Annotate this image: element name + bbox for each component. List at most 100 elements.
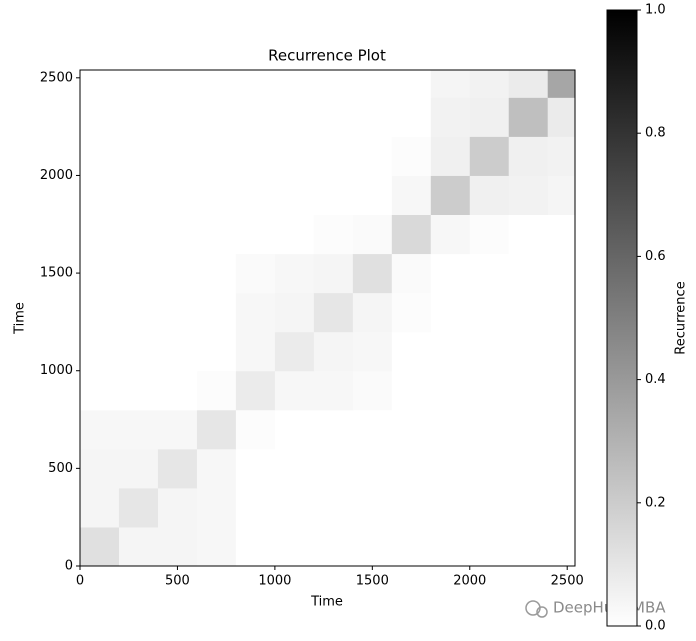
x-tick-label: 1000 [258, 574, 291, 589]
cell [469, 409, 510, 450]
cell [235, 175, 276, 216]
cell [469, 97, 510, 137]
cell [157, 292, 198, 333]
cell [80, 370, 120, 411]
cell [80, 448, 120, 489]
cell [352, 487, 393, 528]
cell [547, 136, 576, 176]
colorbar-tick-label: 0.4 [645, 372, 666, 387]
cell [391, 370, 432, 411]
cell [391, 448, 432, 489]
cell [469, 214, 510, 255]
cell [352, 292, 393, 333]
cell [235, 97, 276, 137]
cell [352, 370, 393, 411]
cell [508, 292, 549, 333]
cell [118, 214, 159, 255]
cell [80, 175, 120, 216]
cell [469, 175, 510, 216]
cell [235, 136, 276, 176]
x-tick-label: 1500 [356, 574, 389, 589]
cell [235, 214, 276, 255]
cell [430, 214, 471, 255]
cell [469, 526, 510, 567]
cell [80, 214, 120, 255]
cell [508, 331, 549, 372]
y-tick-label: 0 [65, 559, 73, 574]
cell [313, 409, 354, 450]
watermark-icon [525, 600, 548, 618]
cell [547, 253, 576, 294]
cell [352, 409, 393, 450]
cell [157, 370, 198, 411]
cell [352, 214, 393, 255]
cell [80, 70, 120, 98]
cell [196, 526, 237, 567]
cell [235, 526, 276, 567]
cell [196, 70, 237, 98]
cell [157, 409, 198, 450]
cell [235, 370, 276, 411]
cell [313, 70, 354, 98]
cell [235, 70, 276, 98]
cell [235, 331, 276, 372]
cell [118, 331, 159, 372]
cell [118, 487, 159, 528]
cell [118, 409, 159, 450]
cell [157, 97, 198, 137]
cell [118, 70, 159, 98]
colorbar [606, 9, 638, 627]
cell [430, 331, 471, 372]
cell [313, 292, 354, 333]
cell [274, 253, 315, 294]
cell [430, 409, 471, 450]
cell [157, 136, 198, 176]
cell [508, 526, 549, 567]
cell [547, 370, 576, 411]
cell [508, 97, 549, 137]
cell [391, 331, 432, 372]
y-tick-label: 2000 [40, 168, 73, 183]
cell [313, 448, 354, 489]
cell [391, 292, 432, 333]
cell [430, 292, 471, 333]
x-axis-label: Time [310, 595, 343, 610]
cell [547, 70, 576, 98]
cell [352, 526, 393, 567]
cell [430, 97, 471, 137]
chart-title: Recurrence Plot [268, 47, 386, 65]
cell [274, 175, 315, 216]
cell [157, 448, 198, 489]
cell [196, 214, 237, 255]
cell [391, 526, 432, 567]
cell [469, 292, 510, 333]
cell [196, 448, 237, 489]
cell [313, 175, 354, 216]
cell [157, 70, 198, 98]
cell [274, 331, 315, 372]
cell [508, 214, 549, 255]
cell [352, 175, 393, 216]
cell [235, 487, 276, 528]
cell [118, 253, 159, 294]
x-tick-label: 2500 [551, 574, 584, 589]
cell [157, 487, 198, 528]
cell [274, 487, 315, 528]
cell [430, 175, 471, 216]
cell [313, 487, 354, 528]
x-tick-label: 2000 [453, 574, 486, 589]
cell [469, 253, 510, 294]
cell [391, 487, 432, 528]
cell [391, 136, 432, 176]
cell [235, 292, 276, 333]
cell [157, 526, 198, 567]
cell [469, 487, 510, 528]
cell [118, 136, 159, 176]
cell [274, 409, 315, 450]
cell [157, 214, 198, 255]
cell [547, 331, 576, 372]
cell [508, 370, 549, 411]
cell [352, 136, 393, 176]
